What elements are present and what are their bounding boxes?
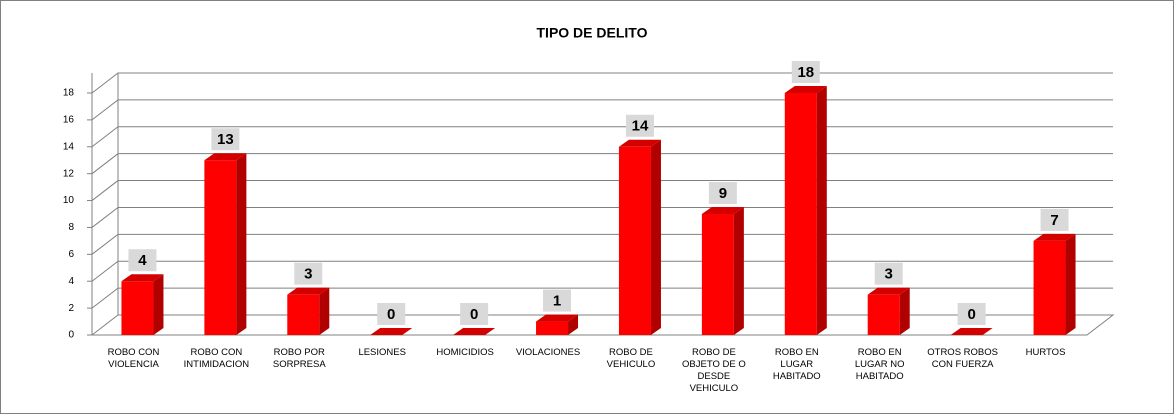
x-tick-label: VIOLACIONES	[515, 347, 581, 358]
x-tick-label: HURTOS	[1025, 347, 1066, 358]
chart-title: TIPO DE DELITO	[537, 25, 648, 41]
bar-front	[287, 294, 320, 335]
grid-line	[91, 314, 1113, 336]
bar-side	[1065, 233, 1076, 335]
bar-side	[319, 287, 330, 335]
value-label-bg	[543, 289, 572, 312]
bar-top	[121, 274, 164, 282]
x-tick-label: ROBO EN LUGAR HABITADO	[772, 347, 821, 382]
bar-top	[204, 153, 247, 161]
y-tick-label: 0	[68, 330, 74, 341]
value-label: 7	[1050, 212, 1058, 229]
value-label-bg	[460, 303, 489, 325]
value-label: 9	[719, 185, 727, 202]
x-tick-label: ROBO CON VIOLENCIA	[107, 347, 160, 370]
y-tick-label: 4	[68, 276, 74, 287]
grid-line	[91, 260, 1113, 282]
bar-side	[568, 314, 579, 335]
grid-line	[91, 287, 1113, 309]
bar-top	[1033, 233, 1076, 241]
bar-top	[370, 328, 413, 335]
bar-front	[618, 146, 651, 335]
y-tick-label: 12	[63, 168, 75, 179]
bar-top	[536, 314, 579, 322]
value-label: 13	[217, 131, 234, 148]
x-tick-label: ROBO POR SORPRESA	[272, 347, 326, 370]
value-label: 14	[632, 118, 649, 135]
value-label-bg	[377, 303, 406, 325]
value-label-bg	[957, 303, 986, 325]
value-label: 0	[387, 306, 395, 323]
value-label-bg	[874, 262, 903, 285]
y-tick-label: 6	[68, 249, 74, 260]
value-label: 18	[797, 64, 814, 81]
x-tick-label: ROBO DE OBJETO DE O DESDE VEHICULO	[682, 347, 746, 394]
value-label: 4	[138, 252, 147, 269]
y-tick-label: 2	[68, 303, 74, 314]
x-tick-label: LESIONES	[358, 347, 406, 358]
y-tick-label: 14	[63, 141, 75, 152]
value-label-bg	[1040, 208, 1069, 231]
bar-side	[816, 86, 827, 335]
bar-front	[784, 93, 817, 335]
y-tick-label: 8	[68, 222, 74, 233]
bar-side	[650, 139, 661, 335]
value-label-bg	[791, 61, 820, 83]
grid-line	[91, 72, 1113, 94]
value-label-bg	[294, 262, 323, 285]
bar-front	[1033, 240, 1066, 335]
y-tick-label: 10	[63, 195, 75, 206]
value-label: 3	[885, 266, 893, 283]
value-label-bg	[128, 249, 157, 272]
value-label: 1	[553, 293, 561, 310]
bar-top	[453, 328, 496, 335]
x-tick-label: HOMICIDIOS	[436, 347, 494, 358]
value-label-bg	[625, 114, 654, 137]
grid-line	[91, 233, 1113, 255]
value-label: 0	[470, 306, 478, 323]
grid-line	[91, 206, 1113, 228]
x-tick-label: OTROS ROBOS CON FUERZA	[927, 347, 998, 370]
x-tick-label: ROBO EN LUGAR NO HABITADO	[854, 347, 905, 382]
bar-side	[733, 207, 744, 335]
value-label-bg	[708, 182, 737, 204]
bar-top	[701, 207, 744, 214]
bar-front	[867, 294, 900, 335]
bar-top	[287, 287, 330, 295]
bar-front	[701, 214, 734, 335]
grid-line	[91, 153, 1113, 175]
bar-top	[950, 328, 993, 335]
bar-front	[536, 321, 569, 335]
bar-front	[204, 160, 237, 335]
bar-side	[153, 274, 164, 335]
grid-line	[91, 99, 1113, 121]
bar-top	[867, 287, 910, 295]
bar-front	[121, 281, 154, 335]
y-tick-label: 16	[63, 115, 75, 126]
grid-line	[91, 126, 1113, 148]
x-tick-label: ROBO CON INTIMIDACION	[183, 347, 250, 370]
value-label: 0	[967, 306, 975, 323]
grid-line	[91, 180, 1113, 201]
bar-top	[618, 139, 661, 147]
value-label-bg	[211, 128, 240, 151]
bar-top	[784, 86, 827, 93]
y-tick-label: 18	[63, 88, 75, 99]
bar-side	[236, 153, 247, 335]
value-label: 3	[304, 266, 312, 283]
x-tick-label: ROBO DE VEHICULO	[606, 347, 656, 370]
bar-side	[899, 287, 910, 335]
